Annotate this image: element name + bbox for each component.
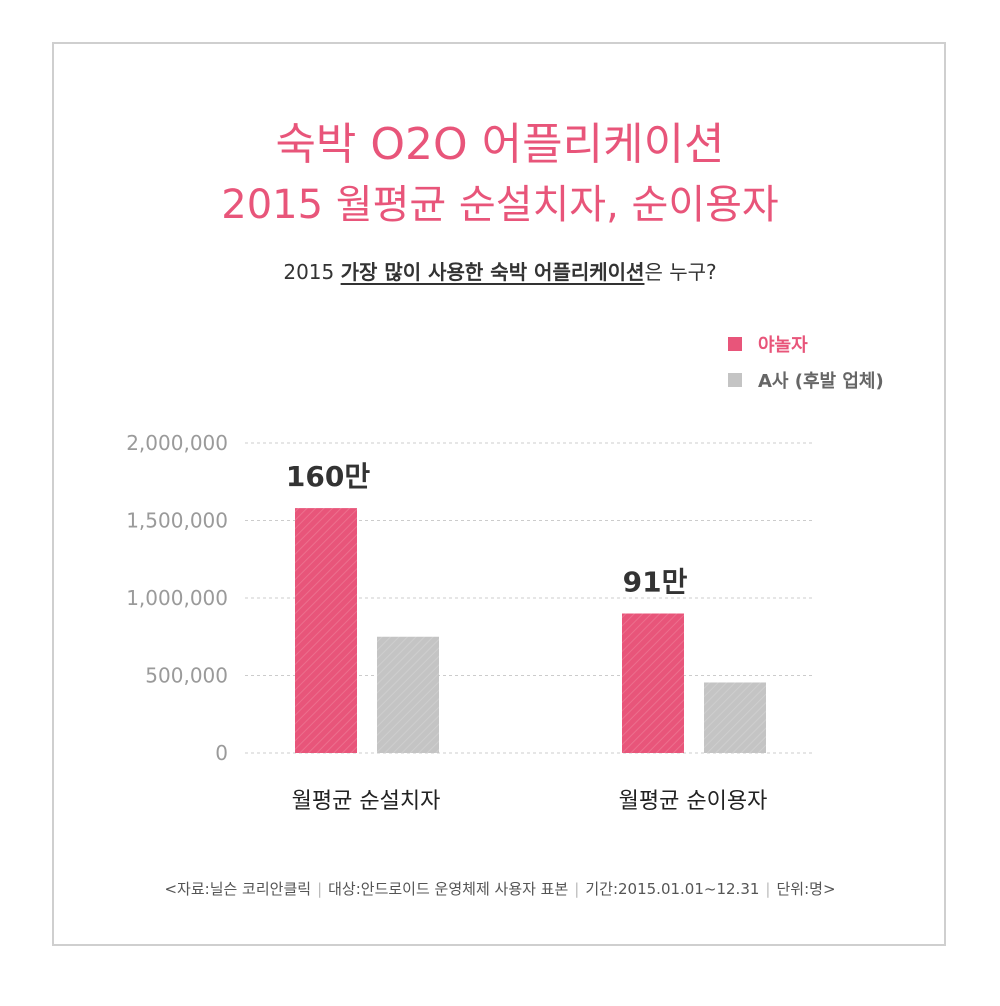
footer-target: 대상:안드로이드 운영체제 사용자 표본 [328,880,569,898]
legend-swatch-competitor [728,373,742,387]
x-category-label: 월평균 순설치자 [292,789,441,814]
bar-yanolja [622,613,684,753]
chart-title: 숙박 O2O 어플리케이션 [275,119,725,170]
y-tick-label: 500,000 [145,664,228,688]
y-tick-label: 1,000,000 [126,586,228,610]
chart-question: 2015 가장 많이 사용한 숙박 어플리케이션은 누구? [0,256,1000,285]
data-label: 91만 [623,566,688,599]
footer-separator: | [765,880,771,898]
legend: 야놀자 A사 (후발 업체) [728,326,884,398]
x-category-label: 월평균 순이용자 [619,789,768,814]
footer-period: 기간:2015.01.01~12.31 [585,880,760,898]
bar-competitor [377,636,439,753]
legend-item-competitor: A사 (후발 업체) [728,362,884,398]
legend-swatch-yanolja [728,337,742,351]
question-suffix: 은 누구? [644,260,717,284]
data-label: 160만 [286,460,370,493]
y-tick-label: 2,000,000 [126,431,228,455]
bar-yanolja [295,508,357,753]
bar-competitor [704,682,766,753]
question-prefix: 2015 [283,260,341,284]
y-tick-label: 0 [215,741,228,765]
footer-separator: | [317,880,323,898]
footer-separator: | [574,880,580,898]
footer-source: <자료:닐슨 코리안클릭 [164,880,312,898]
footer-unit: 단위:명> [776,880,836,898]
y-tick-label: 1,500,000 [126,509,228,533]
source-footer: <자료:닐슨 코리안클릭 | 대상:안드로이드 운영체제 사용자 표본 | 기간:201… [0,878,1000,899]
question-emphasis: 가장 많이 사용한 숙박 어플리케이션 [340,260,645,284]
chart-subtitle-title: 2015 월평균 순설치자, 순이용자 [221,182,779,228]
legend-item-yanolja: 야놀자 [728,326,884,362]
legend-label-competitor: A사 (후발 업체) [758,371,884,392]
card-frame [52,42,946,946]
legend-label-yanolja: 야놀자 [758,335,808,356]
